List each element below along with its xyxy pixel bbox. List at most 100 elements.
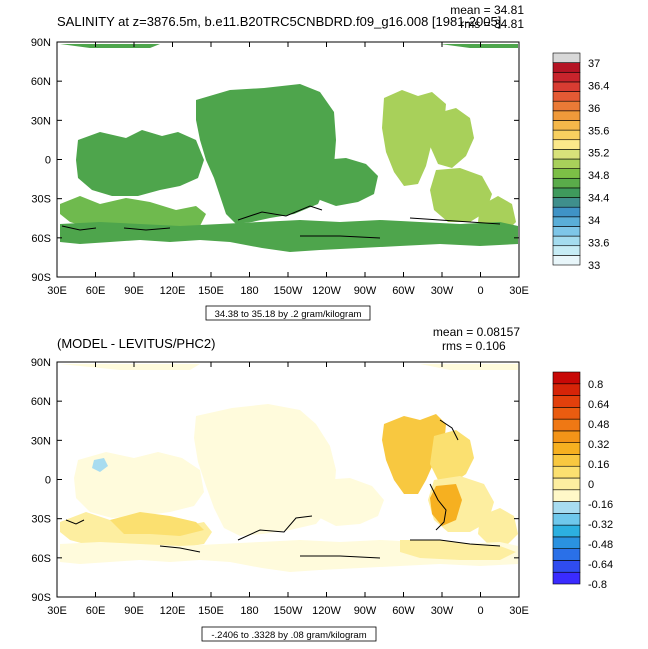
y-tick-label: 30S [31,514,51,526]
y-tick-label: 90S [31,592,51,604]
y-tick-label: 30N [31,115,51,127]
x-tick-label: 90E [124,285,144,297]
colorbar-swatch [552,371,581,385]
x-tick-label: 120E [160,285,186,297]
top-title: SALINITY at z=3876.5m, b.e11.B20TRC5CNBD… [57,14,501,29]
colorbar-swatch [552,571,581,585]
bottom-panel: (MODEL - LEVITUS/PHC2) mean = 0.08157 rm… [31,325,613,642]
x-tick-label: 60E [86,605,106,617]
top-rms-label: rms = 34.81 [460,17,524,31]
colorbar-label: 35.2 [588,148,609,160]
colorbar-swatch [552,139,581,150]
colorbar-swatch [552,120,581,131]
top-mean-label: mean = 34.81 [450,3,524,17]
colorbar-swatch [552,407,581,420]
colorbar-label: -0.64 [588,559,613,571]
colorbar-swatch [552,255,581,266]
top-region-south-atlantic [430,168,492,222]
bottom-mean-label: mean = 0.08157 [433,325,520,339]
top-range-note-box [205,305,371,321]
x-tick-label: 0 [477,285,483,297]
y-tick-label: 60S [31,553,51,565]
x-tick-label: 120W [312,605,341,617]
bottom-contour-line-7 [65,519,85,525]
x-tick-label: 30E [47,285,67,297]
top-contour-line-4 [61,225,97,231]
colorbar-swatch [552,442,581,455]
x-tick-label: 90W [354,285,377,297]
colorbar-label: -0.8 [588,579,607,591]
bottom-contour-line-4 [410,539,501,547]
bottom-region-north-atlantic-2 [430,430,474,484]
colorbar-swatch [552,501,581,514]
colorbar-swatch [552,465,581,479]
colorbar-label: 34.8 [588,170,609,182]
y-tick-label: 60N [31,396,51,408]
top-region-arctic-east [440,44,518,48]
bottom-region-pacific-west [74,452,204,518]
colorbar-label: 36 [588,103,600,115]
colorbar-label: 0.48 [588,419,609,431]
colorbar-label: 0.32 [588,439,609,451]
x-tick-label: 60E [86,285,106,297]
bottom-region-pacific [194,404,336,536]
top-region-north-atlantic [382,90,446,186]
top-contour-line-1 [237,205,323,221]
colorbar-label: 36.4 [588,80,609,92]
bottom-region-southern-ocean-east [400,540,516,560]
colorbar-swatch [552,418,581,432]
bottom-region-indian-2 [110,512,204,536]
top-contour-line-5 [123,227,171,231]
colorbar-label: 0 [588,479,594,491]
top-region-pacific [196,84,336,224]
y-tick-label: 60S [31,233,51,245]
top-range-note-text: 34.38 to 35.18 by .2 gram/kilogram [215,309,362,320]
colorbar-label: 35.6 [588,125,609,137]
top-region-pacific-east [316,158,378,206]
colorbar-swatch [552,513,581,526]
colorbar-label: 0.16 [588,459,609,471]
bottom-map-field [57,362,519,597]
colorbar-label: 37 [588,58,600,70]
bottom-x-ticks: 30E 60E 90E 120E 150E 180 150W 120W 90W 60W 30W 0 30… [47,362,529,617]
colorbar-swatch [552,91,581,102]
x-tick-label: 30E [47,605,67,617]
x-tick-label: 90W [354,605,377,617]
bottom-rms-label: rms = 0.106 [442,339,506,353]
top-contour-line-3 [409,217,501,225]
colorbar-label: -0.32 [588,519,613,531]
colorbar-label: 0.64 [588,399,609,411]
x-tick-label: 150W [274,285,303,297]
bottom-region-blue-spot [92,458,108,472]
x-tick-label: 60W [392,605,415,617]
colorbar-swatch [552,110,581,121]
colorbar-swatch [552,81,581,92]
top-map-field [57,42,519,277]
bottom-region-pacific-east [316,478,384,526]
colorbar-swatch [552,187,581,198]
x-tick-label: 90E [124,605,144,617]
bottom-region-arctic-east [420,364,518,370]
colorbar-label: 34.4 [588,193,609,205]
colorbar-label: -0.48 [588,539,613,551]
colorbar-swatch [552,477,581,491]
bottom-range-note-box [201,626,377,642]
colorbar-swatch [552,149,581,160]
top-region-indian [60,196,206,230]
bottom-contour-line-6 [159,545,201,553]
colorbar-swatch [552,395,581,408]
top-panel: SALINITY at z=3876.5m, b.e11.B20TRC5CNBD… [31,3,609,321]
bottom-y-ticks: 90N 60N 30N 0 30S 60S 90S [31,357,519,604]
colorbar-swatch [552,383,581,396]
y-tick-label: 90N [31,37,51,49]
colorbar-swatch [552,489,581,502]
colorbar-swatch [552,216,581,227]
colorbar-label: 33 [588,260,600,272]
colorbar-label: -0.16 [588,499,613,511]
colorbar-swatch [552,536,581,549]
bottom-contour-line-2 [300,555,381,559]
colorbar-swatch [552,235,581,247]
x-tick-label: 120E [160,605,186,617]
x-tick-label: 30E [509,605,529,617]
y-tick-label: 0 [45,155,51,167]
